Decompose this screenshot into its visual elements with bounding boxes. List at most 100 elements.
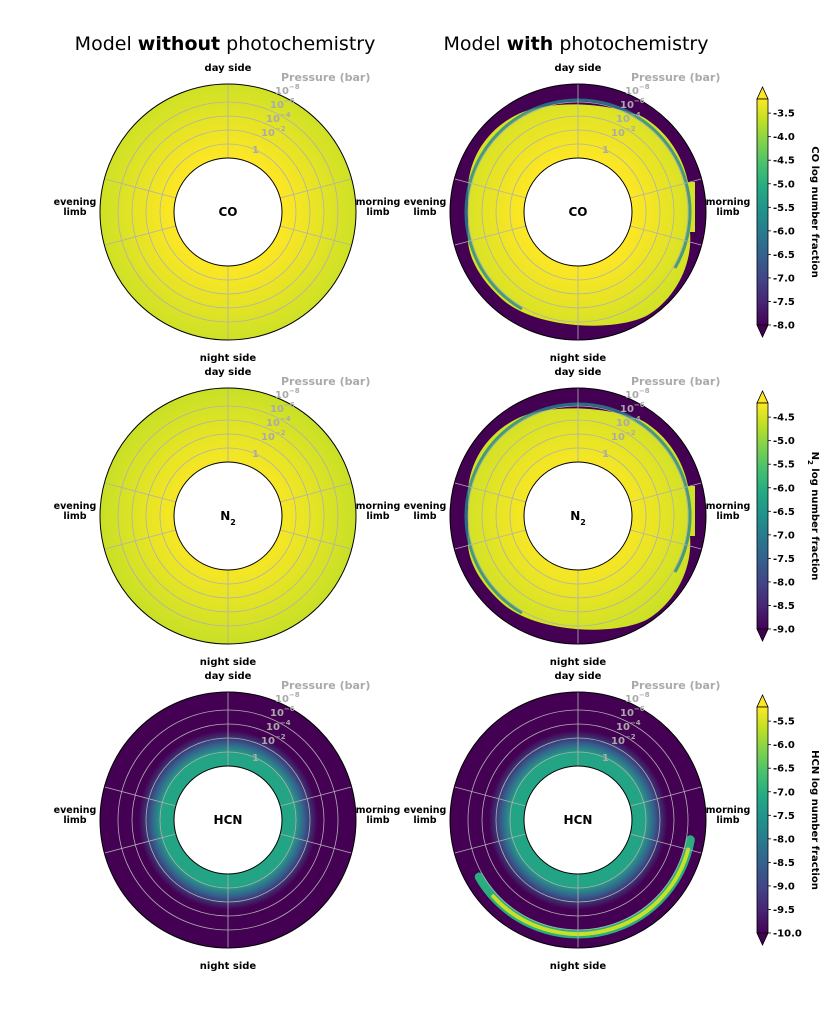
night-side-label: night side [550,961,607,972]
pressure-tick-label: 1 [252,145,259,156]
colorbar-body [756,98,769,326]
pressure-tick-label: 10−2 [261,125,286,139]
night-side-label: night side [550,657,607,668]
colorbar-tick-label: -6.0 [773,483,795,494]
grid-spoke [454,482,526,503]
colorbar-tick-label: -7.0 [773,530,795,541]
day-side-label: day side [555,367,602,378]
grid-spoke [630,529,702,550]
hcn-arc-peak [491,847,691,937]
colorbar-extend-max [756,390,769,404]
night-side-label: night side [200,961,257,972]
evening-limb-label-2: limb [63,511,86,522]
colorbar-body [756,402,769,630]
evening-limb-label: evening [404,501,447,512]
colorbar-tick-label: -10.0 [773,929,802,940]
colorbar-tick-label: -5.0 [773,179,795,190]
grid-spoke [280,178,352,199]
morning-limb-label: morning [356,197,401,208]
colorbar-extend-min [756,324,769,338]
inner-planet [523,765,633,875]
colorbar-extend-min [756,932,769,946]
pressure-tick-label: 10−6 [620,705,645,719]
morning-limb-label-2: limb [716,815,739,826]
pressure-axis-title: Pressure (bar) [281,71,370,84]
pressure-axis-title: Pressure (bar) [631,71,720,84]
colorbar-tick-label: -8.0 [773,577,795,588]
morning-limb-label-2: limb [366,511,389,522]
pressure-tick-label: 10−4 [616,415,641,429]
pressure-axis-title: Pressure (bar) [631,679,720,692]
grid-spoke [454,178,526,199]
colorbar-hcn: -5.5 -6.0 -6.5 -7.0 -7.5 -8.0 -8.5 -9.0 -9.5 -10.… [756,694,820,946]
pressure-tick-label: 1 [252,449,259,460]
pressure-tick-label: 10−8 [625,691,650,705]
grid-spoke [280,482,352,503]
column-title-with: Model with photochemistry [444,33,709,55]
colorbars: -3.5 -4.0 -4.5 -5.0 -5.5 -6.0 -6.5 -7.0 -7.5 -8.0… [756,86,820,946]
evening-limb-label: evening [54,805,97,816]
night-side-label: night side [550,353,607,364]
evening-limb-label: evening [404,805,447,816]
day-side-label: day side [205,671,252,682]
pressure-tick-label: 10−2 [261,429,286,443]
species-label: CO [568,205,587,219]
colorbar-body [756,706,769,934]
colorbar-extend-min [756,628,769,642]
grid-spoke [104,482,176,503]
day-side-label: day side [555,63,602,74]
evening-limb-label: evening [404,197,447,208]
grid-spoke [280,833,352,854]
pressure-tick-label: 10−8 [275,387,300,401]
grid-spoke [104,178,176,199]
pressure-tick-label: 10−6 [620,401,645,415]
outer-border [449,83,707,341]
inner-planet [523,461,633,571]
grid-spoke [280,529,352,550]
pressure-tick-label: 10−4 [266,719,291,733]
pressure-tick-label: 10−8 [275,83,300,97]
grid-spoke [630,786,702,807]
colorbar-tick-label: -5.5 [773,203,795,214]
colorbar-label: CO log number fraction [809,146,820,277]
pressure-tick-label: 10−2 [611,125,636,139]
evening-limb-label-2: limb [63,207,86,218]
pressure-tick-label: 1 [252,753,259,764]
pressure-tick-label: 10−8 [625,83,650,97]
morning-limb-label: morning [706,805,751,816]
morning-limb-label: morning [356,501,401,512]
evening-limb-label: evening [54,197,97,208]
colorbar-tick-label: -7.0 [773,273,795,284]
pressure-tick-label: 10−2 [261,733,286,747]
pressure-tick-label: 10−4 [616,719,641,733]
colorbar-extend-max [756,86,769,100]
pressure-tick-label: 10−2 [611,733,636,747]
pressure-axis-title: Pressure (bar) [281,375,370,388]
grid-spoke [104,833,176,854]
grid-spoke [454,529,526,550]
grid-spoke [104,225,176,246]
pressure-tick-label: 10−6 [620,97,645,111]
morning-limb-label-2: limb [716,207,739,218]
morning-limb-label: morning [706,197,751,208]
colorbar-n2: -4.5 -5.0 -5.5 -6.0 -6.5 -7.0 -7.5 -8.0 -8.5 -9.0… [756,390,820,642]
colorbar-tick-label: -8.5 [773,858,795,869]
day-side-label: day side [205,367,252,378]
colorbar-label: N2 log number fraction [806,452,820,581]
colorbar-tick-label: -6.0 [773,226,795,237]
colorbar-tick-label: -8.0 [773,834,795,845]
grid-spoke [630,225,702,246]
day-side-label: day side [205,63,252,74]
species-label: HCN [564,813,593,827]
colorbar-tick-label: -5.5 [773,717,795,728]
pressure-tick-label: 10−4 [266,415,291,429]
colorbar-tick-label: -6.5 [773,250,795,261]
grid-spoke [454,225,526,246]
colorbar-tick-label: -5.0 [773,436,795,447]
morning-limb-label: morning [706,501,751,512]
inner-planet [173,765,283,875]
